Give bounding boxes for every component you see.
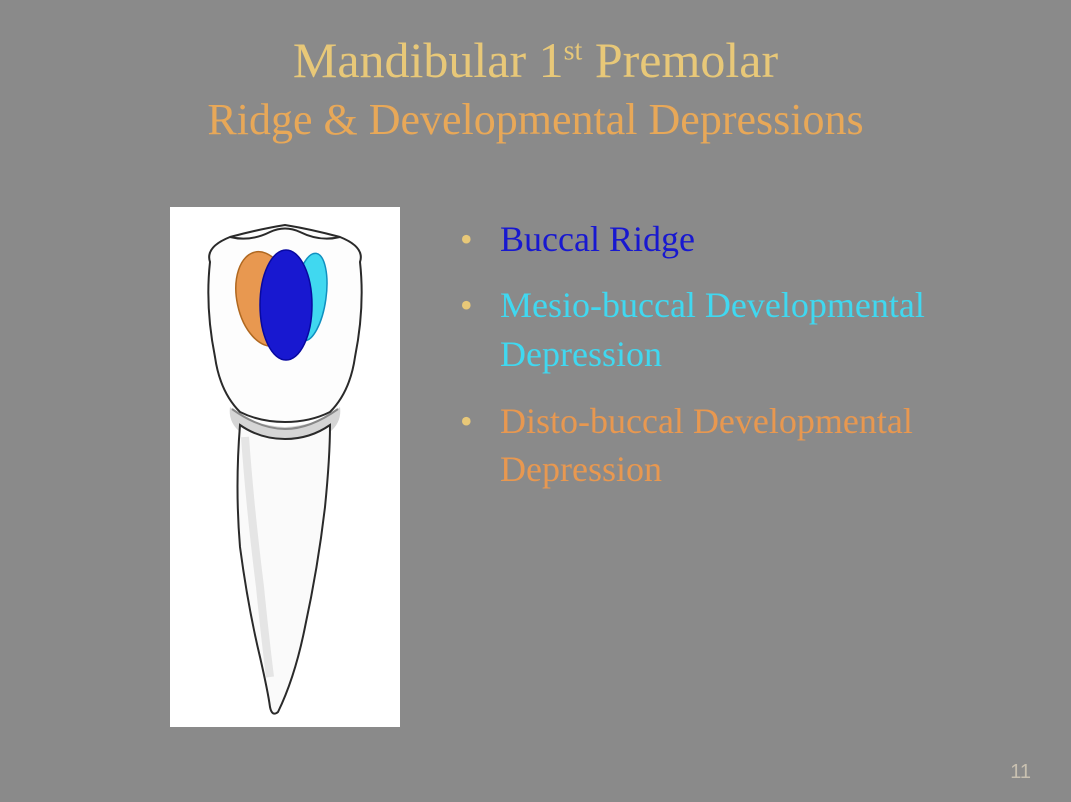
page-number: 11 bbox=[1010, 761, 1031, 784]
title-block: Mandibular 1st Premolar Ridge & Developm… bbox=[60, 30, 1011, 147]
legend-item-0: Buccal Ridge bbox=[460, 215, 1011, 264]
slide: Mandibular 1st Premolar Ridge & Developm… bbox=[0, 0, 1071, 802]
title-superscript: st bbox=[564, 35, 583, 66]
tooth-diagram bbox=[170, 207, 400, 727]
legend-item-1: Mesio-buccal Developmental Depression bbox=[460, 281, 1011, 378]
title-pre: Mandibular 1 bbox=[293, 32, 564, 88]
legend-item-2: Disto-buccal Developmental Depression bbox=[460, 397, 1011, 494]
title-line-1: Mandibular 1st Premolar bbox=[60, 30, 1011, 90]
overlay-buccal-ridge bbox=[260, 250, 312, 360]
legend-list: Buccal Ridge Mesio-buccal Developmental D… bbox=[460, 207, 1011, 512]
content-area: Buccal Ridge Mesio-buccal Developmental D… bbox=[60, 207, 1011, 727]
title-line-2: Ridge & Developmental Depressions bbox=[60, 94, 1011, 147]
tooth-svg bbox=[170, 207, 400, 727]
title-post: Premolar bbox=[582, 32, 778, 88]
